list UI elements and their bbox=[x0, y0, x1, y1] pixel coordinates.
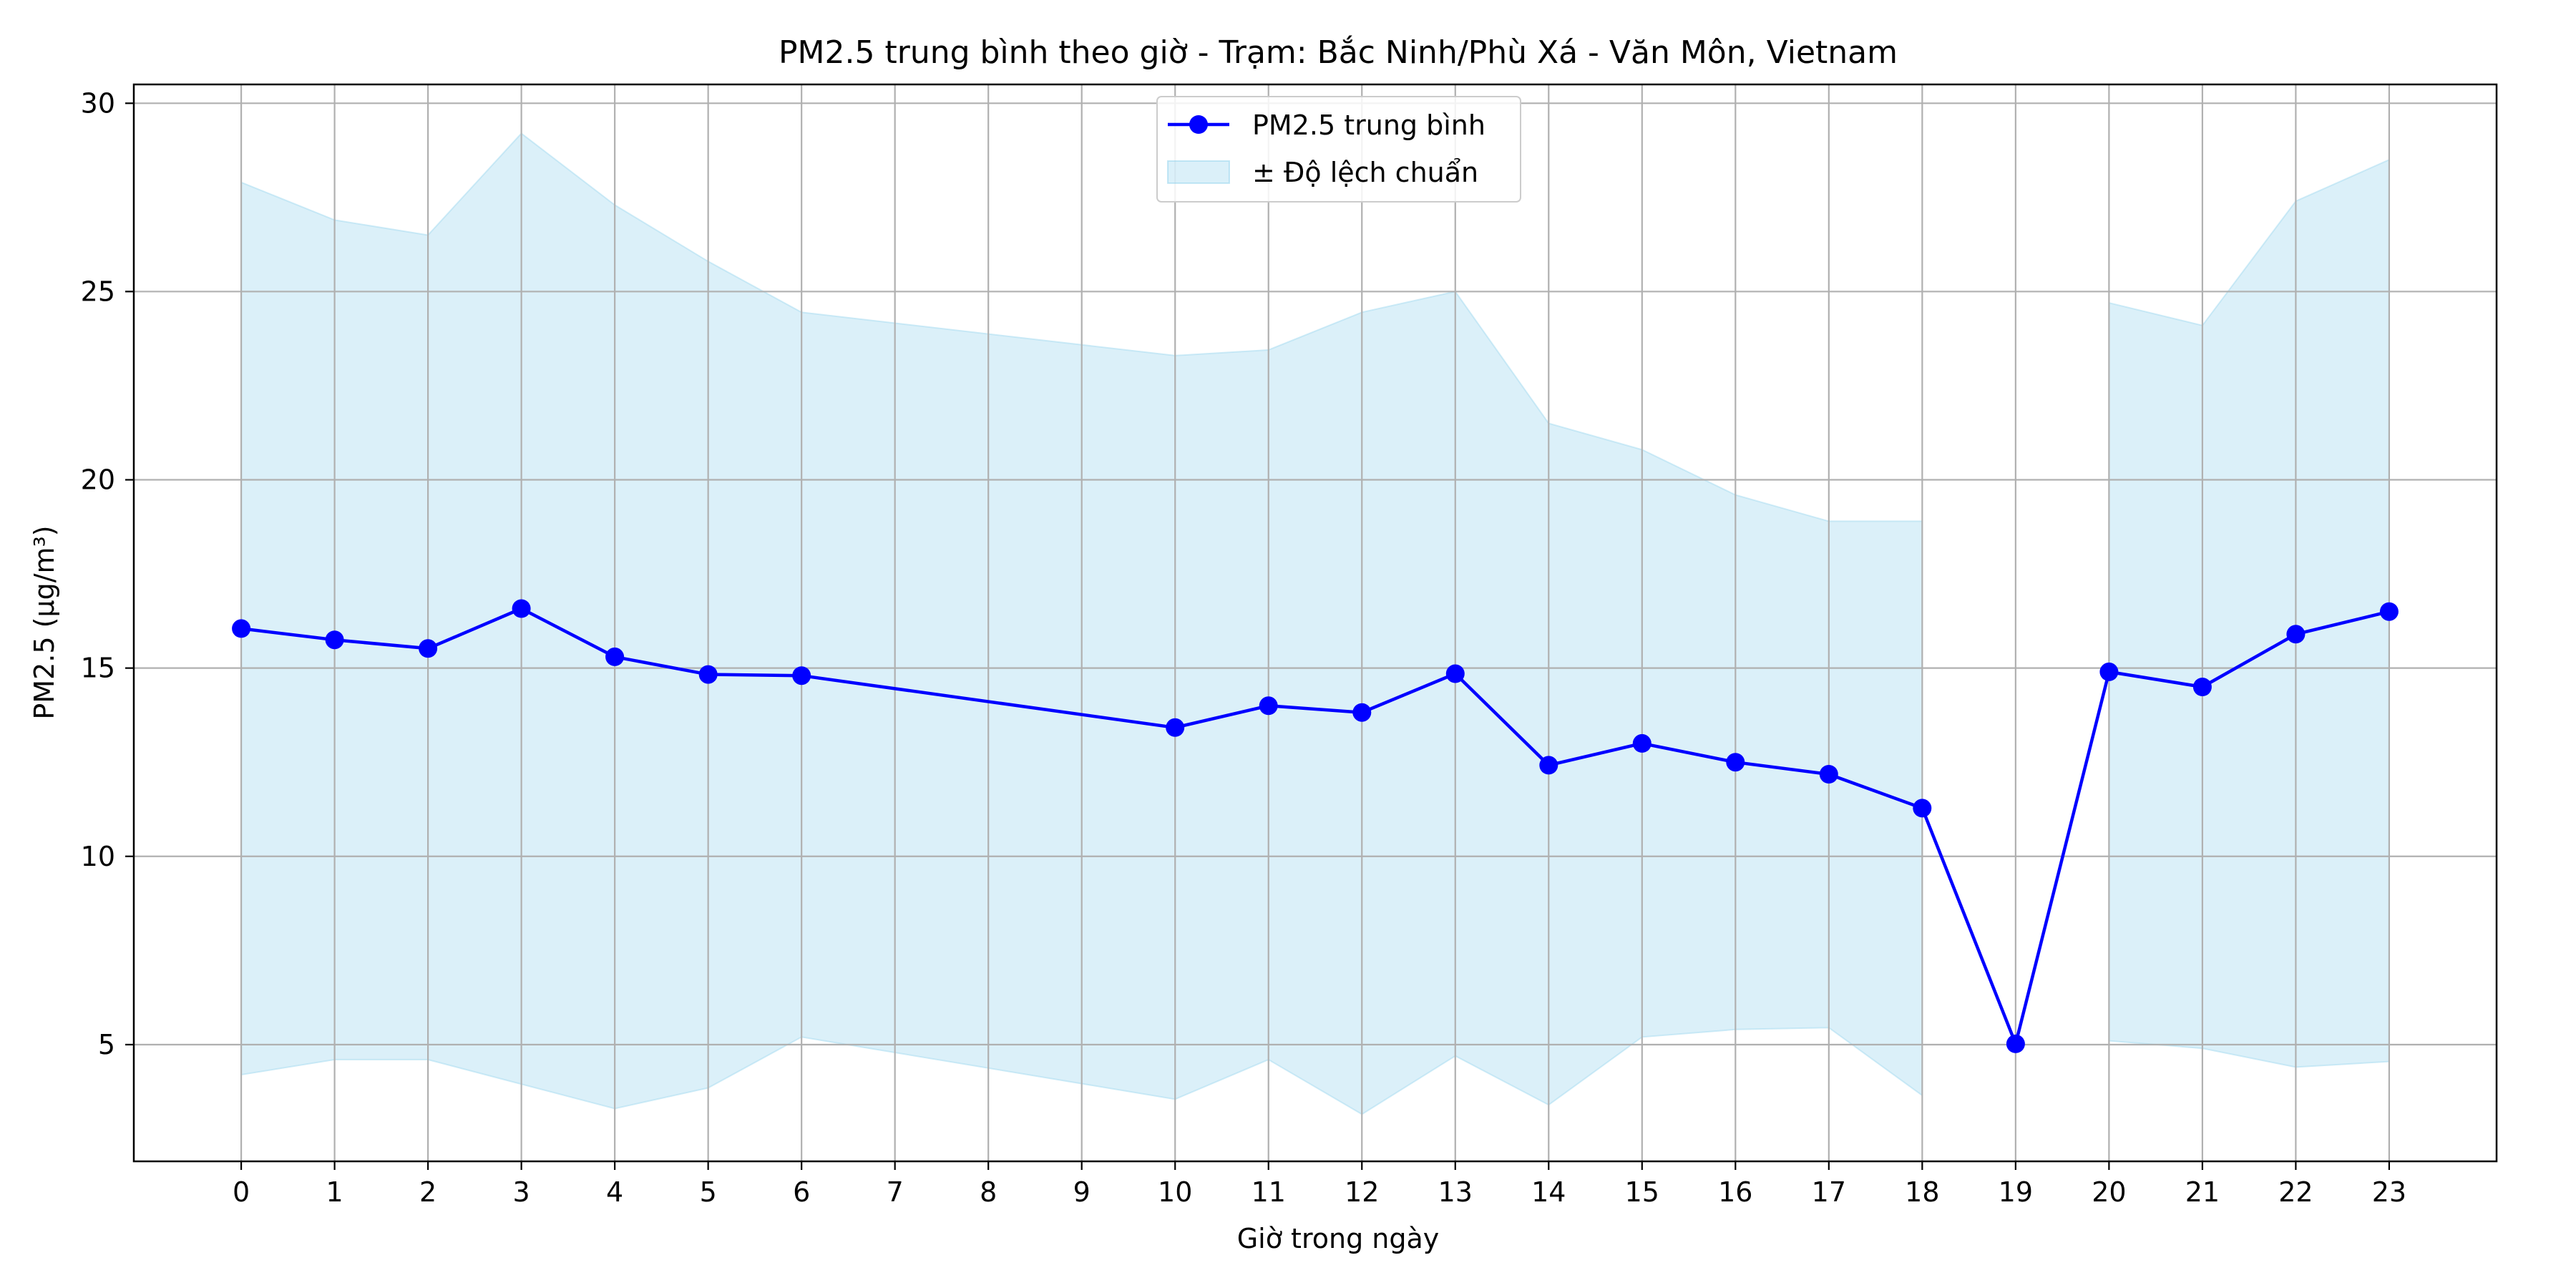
data-point-17 bbox=[1819, 765, 1838, 784]
x-tick-label-1: 1 bbox=[326, 1176, 343, 1208]
data-point-22 bbox=[2286, 625, 2306, 644]
data-point-18 bbox=[1913, 799, 1932, 818]
data-point-11 bbox=[1259, 696, 1278, 716]
x-tick-label-3: 3 bbox=[513, 1176, 530, 1208]
legend-band-swatch bbox=[1167, 160, 1230, 184]
x-tick-label-17: 17 bbox=[1812, 1176, 1846, 1208]
data-point-10 bbox=[1166, 718, 1185, 737]
x-tick-label-10: 10 bbox=[1158, 1176, 1192, 1208]
grid bbox=[134, 84, 2497, 1161]
x-axis-ticks: 0 1 2 3 4 5 6 7 8 9 10 11 12 13 14 15 16 17 18 19 20 21 22 23 bbox=[233, 1161, 2406, 1208]
x-tick-label-2: 2 bbox=[419, 1176, 436, 1208]
data-point-23 bbox=[2379, 602, 2399, 621]
x-tick-label-22: 22 bbox=[2278, 1176, 2313, 1208]
legend-box bbox=[1156, 96, 1521, 203]
y-axis-ticks: 5 10 15 20 25 30 bbox=[81, 87, 134, 1060]
legend-marker-swatch bbox=[1189, 115, 1208, 134]
legend: PM2.5 trung bình ± Độ lệch chuẩn bbox=[1156, 96, 1521, 203]
data-point-12 bbox=[1352, 703, 1372, 722]
y-axis-label: PM2.5 (µg/m³) bbox=[29, 525, 60, 719]
x-tick-label-23: 23 bbox=[2372, 1176, 2406, 1208]
x-tick-label-0: 0 bbox=[233, 1176, 250, 1208]
x-tick-label-20: 20 bbox=[2092, 1176, 2126, 1208]
x-tick-label-18: 18 bbox=[1905, 1176, 1939, 1208]
x-tick-label-15: 15 bbox=[1625, 1176, 1659, 1208]
data-point-19 bbox=[2006, 1034, 2025, 1053]
data-point-13 bbox=[1445, 664, 1465, 683]
data-point-6 bbox=[792, 666, 811, 686]
plot-frame bbox=[132, 83, 2498, 1163]
x-axis-label: Giờ trong ngày bbox=[1237, 1223, 1440, 1254]
x-tick-label-19: 19 bbox=[1999, 1176, 2033, 1208]
x-tick-label-7: 7 bbox=[887, 1176, 904, 1208]
y-tick-label-20: 20 bbox=[81, 464, 115, 496]
x-tick-label-14: 14 bbox=[1531, 1176, 1566, 1208]
y-tick-label-25: 25 bbox=[81, 275, 115, 307]
data-point-21 bbox=[2192, 678, 2212, 696]
data-point-14 bbox=[1539, 756, 1558, 775]
x-tick-label-4: 4 bbox=[606, 1176, 623, 1208]
data-point-5 bbox=[698, 665, 718, 684]
x-tick-label-9: 9 bbox=[1073, 1176, 1091, 1208]
x-tick-label-6: 6 bbox=[793, 1176, 810, 1208]
std-dev-band bbox=[240, 132, 2390, 1116]
y-tick-label-30: 30 bbox=[81, 87, 115, 119]
data-point-15 bbox=[1632, 733, 1652, 753]
x-tick-label-8: 8 bbox=[980, 1176, 997, 1208]
x-tick-label-13: 13 bbox=[1438, 1176, 1473, 1208]
y-tick-label-5: 5 bbox=[98, 1029, 115, 1060]
x-tick-label-11: 11 bbox=[1252, 1176, 1286, 1208]
data-point-2 bbox=[419, 639, 438, 658]
data-point-1 bbox=[325, 630, 344, 650]
chart-title: PM2.5 trung bình theo giờ - Trạm: Bắc Ni… bbox=[779, 34, 1898, 71]
data-point-0 bbox=[232, 619, 251, 638]
band-segment-1 bbox=[2108, 158, 2390, 1068]
x-tick-label-12: 12 bbox=[1345, 1176, 1379, 1208]
x-tick-label-5: 5 bbox=[700, 1176, 717, 1208]
legend-label-band: ± Độ lệch chuẩn bbox=[1252, 157, 1478, 188]
data-point-20 bbox=[2099, 662, 2119, 681]
x-tick-label-16: 16 bbox=[1718, 1176, 1752, 1208]
y-tick-label-15: 15 bbox=[81, 653, 115, 684]
data-point-4 bbox=[605, 647, 625, 666]
mean-markers bbox=[232, 599, 2399, 1053]
y-tick-label-10: 10 bbox=[81, 841, 115, 872]
data-point-16 bbox=[1726, 753, 1745, 772]
legend-label-mean: PM2.5 trung bình bbox=[1252, 109, 1485, 141]
data-point-3 bbox=[512, 599, 531, 618]
x-tick-label-21: 21 bbox=[2185, 1176, 2220, 1208]
